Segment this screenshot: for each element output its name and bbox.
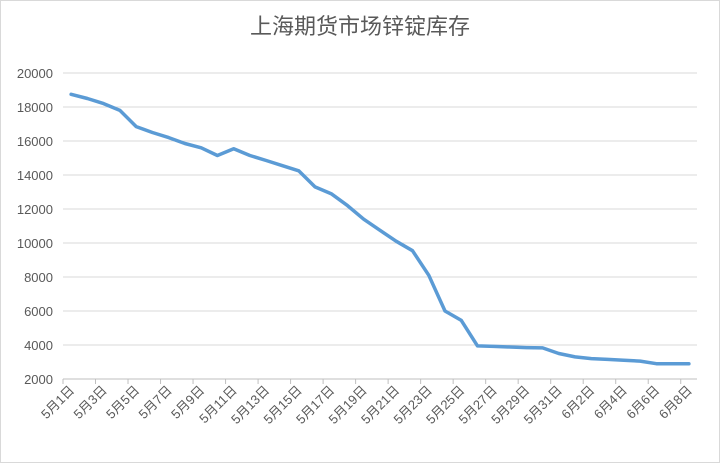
y-tick-label: 10000 xyxy=(17,236,53,251)
y-tick-label: 4000 xyxy=(24,338,53,353)
data-line xyxy=(69,92,691,366)
y-tick-label: 20000 xyxy=(17,66,53,81)
chart-title: 上海期货市场锌锭库存 xyxy=(250,14,470,39)
y-tick-label: 6000 xyxy=(24,304,53,319)
y-tick-label: 8000 xyxy=(24,270,53,285)
y-tick-label: 16000 xyxy=(17,134,53,149)
y-tick-label: 18000 xyxy=(17,100,53,115)
y-tick-label: 14000 xyxy=(17,168,53,183)
y-tick-label: 2000 xyxy=(24,372,53,387)
y-tick-label: 12000 xyxy=(17,202,53,217)
